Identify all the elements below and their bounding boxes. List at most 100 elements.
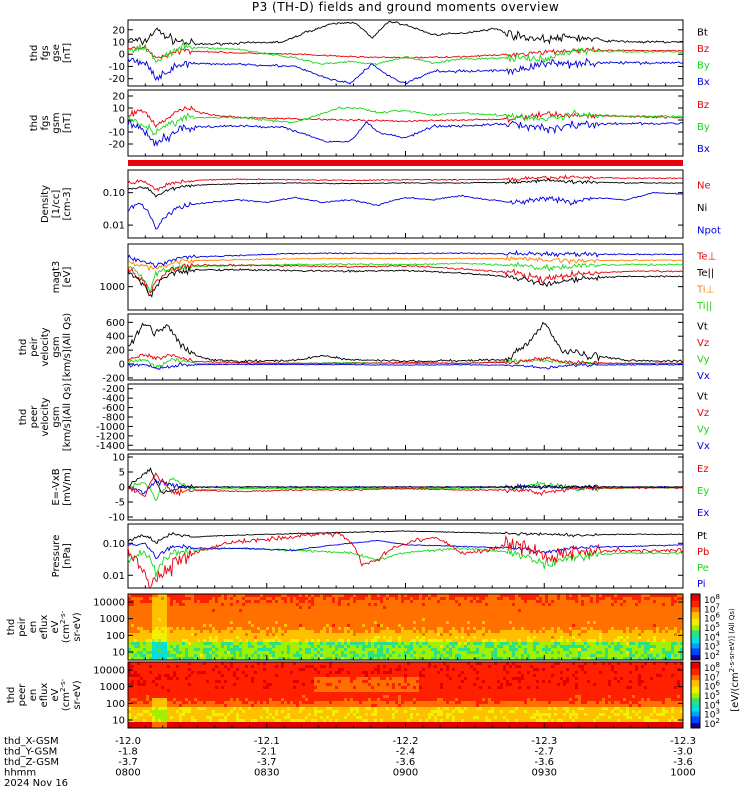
spectrogram-cell [215, 707, 218, 710]
spectrogram-cell [161, 716, 164, 719]
spectrogram-cell [155, 609, 158, 612]
spectrogram-cell [158, 707, 161, 710]
spectrogram-cell [278, 627, 281, 630]
spectrogram-cell [353, 615, 356, 618]
spectrogram-cell [638, 600, 641, 603]
spectrogram-cell [140, 651, 143, 654]
spectrogram-cell [359, 603, 362, 606]
spectrogram-cell [383, 621, 386, 624]
spectrogram-cell [287, 600, 290, 603]
spectrogram-cell [182, 686, 185, 689]
spectrogram-cell [128, 662, 131, 665]
spectrogram-cell [263, 621, 266, 624]
spectrogram-cell [569, 612, 572, 615]
spectrogram-cell [557, 594, 560, 597]
spectrogram-cell [668, 618, 671, 621]
spectrogram-cell [236, 615, 239, 618]
spectrogram-cell [404, 651, 407, 654]
spectrogram-cell [173, 722, 176, 725]
spectrogram-cell [467, 612, 470, 615]
spectrogram-cell [419, 636, 422, 639]
spectrogram-cell [440, 645, 443, 648]
spectrogram-cell [188, 624, 191, 627]
spectrogram-cell [665, 624, 668, 627]
spectrogram-cell [416, 639, 419, 642]
spectrogram-cell [338, 621, 341, 624]
spectrogram-cell [149, 665, 152, 668]
spectrogram-cell [281, 609, 284, 612]
spectrogram-cell [215, 662, 218, 665]
spectrogram-cell [662, 606, 665, 609]
spectrogram-cell [386, 642, 389, 645]
spectrogram-cell [131, 695, 134, 698]
spectrogram-cell [152, 627, 155, 630]
y-axis-label: [1/cc] [51, 190, 62, 219]
spectrogram-cell [407, 651, 410, 654]
spectrogram-cell [257, 633, 260, 636]
spectrogram-cell [587, 639, 590, 642]
spectrogram-cell [656, 630, 659, 633]
spectrogram-cell [515, 609, 518, 612]
spectrogram-cell [533, 597, 536, 600]
spectrogram-cell [146, 707, 149, 710]
spectrogram-cell [626, 603, 629, 606]
spectrogram-cell [437, 627, 440, 630]
spectrogram-cell [644, 648, 647, 651]
spectrogram-cell [296, 648, 299, 651]
spectrogram-cell [497, 603, 500, 606]
spectrogram-cell [143, 716, 146, 719]
spectrogram-cell [611, 600, 614, 603]
spectrogram-cell [344, 630, 347, 633]
spectrogram-cell [611, 606, 614, 609]
spectrogram-cell [434, 642, 437, 645]
spectrogram-cell [152, 698, 155, 701]
spectrogram-cell [479, 645, 482, 648]
spectrogram-cell [230, 636, 233, 639]
y-axis-label: gsm [51, 336, 62, 357]
spectrogram-cell [383, 648, 386, 651]
spectrogram-cell [482, 648, 485, 651]
spectrogram-cell [614, 636, 617, 639]
spectrogram-cell [269, 594, 272, 597]
spectrogram-cell [245, 609, 248, 612]
spectrogram-cell [152, 665, 155, 668]
spectrogram-cell [128, 648, 131, 651]
spectrogram-cell [635, 636, 638, 639]
spectrogram-cell [254, 654, 257, 657]
legend-Bx: Bx [697, 144, 710, 155]
spectrogram-cell [143, 636, 146, 639]
spectrogram-cell [632, 642, 635, 645]
spectrogram-cell [449, 609, 452, 612]
spectrogram-cell [146, 627, 149, 630]
spectrogram-cell [161, 600, 164, 603]
spectrogram-cell [128, 716, 131, 719]
spectrogram-cell [194, 606, 197, 609]
spectrogram-cell [386, 630, 389, 633]
spectrogram-cell [566, 645, 569, 648]
spectrogram-cell [317, 600, 320, 603]
spectrogram-cell [560, 594, 563, 597]
spectrogram-cell [320, 624, 323, 627]
spectrogram-cell [200, 621, 203, 624]
spectrogram-cell [506, 615, 509, 618]
spectrogram-cell [413, 654, 416, 657]
spectrogram-cell [170, 683, 173, 686]
spectrogram-cell [173, 671, 176, 674]
spectrogram-cell [179, 698, 182, 701]
spectrogram-cell [512, 654, 515, 657]
spectrogram-cell [641, 618, 644, 621]
spectrogram-cell [224, 624, 227, 627]
spectrogram-cell [458, 600, 461, 603]
spectrogram-cell [311, 654, 314, 657]
spectrogram-cell [401, 645, 404, 648]
spectrogram-cell [212, 606, 215, 609]
spectrogram-cell [152, 668, 155, 671]
spectrogram-cell [536, 627, 539, 630]
spectrogram-cell [185, 677, 188, 680]
spectrogram-cell [359, 600, 362, 603]
spectrogram-cell [128, 636, 131, 639]
spectrogram-cell [569, 642, 572, 645]
spectrogram-cell [461, 609, 464, 612]
spectrogram-cell [305, 624, 308, 627]
